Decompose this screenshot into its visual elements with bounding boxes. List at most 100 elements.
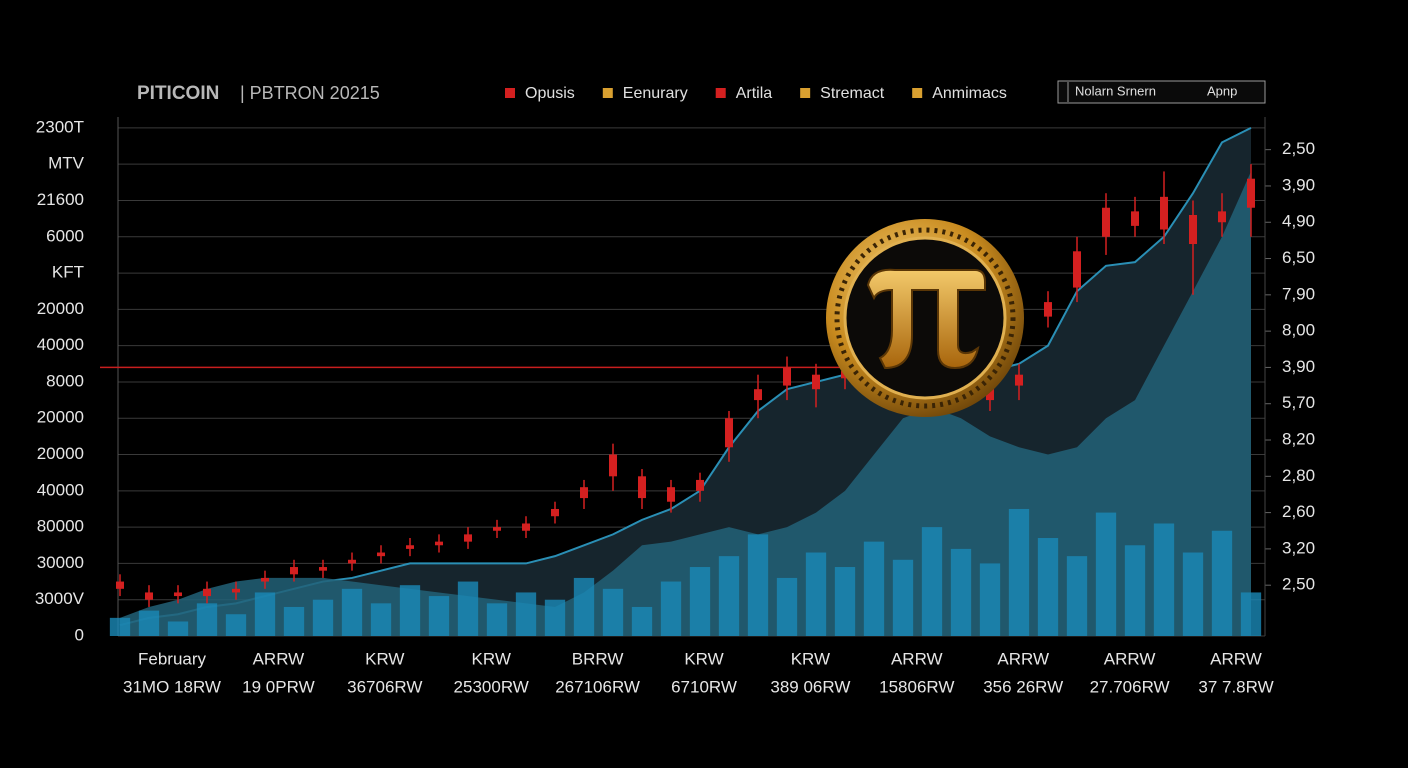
candle-body <box>986 389 994 401</box>
x-sublabel: 19 0PRW <box>242 677 314 696</box>
x-tick-label: ARRW <box>891 649 943 668</box>
y-tick-label: KFT <box>52 263 84 282</box>
y2-tick-label: 7,90 <box>1282 284 1315 303</box>
y-tick-label: 20000 <box>37 444 84 463</box>
legend-swatch <box>505 88 515 98</box>
candle-body <box>638 476 646 499</box>
volume-bar <box>399 585 421 636</box>
volume-bar <box>1008 508 1030 636</box>
y-tick-label: 30000 <box>37 553 84 572</box>
x-tick-label: KRW <box>684 649 723 668</box>
candle-body <box>261 577 269 582</box>
y-tick-label: 0 <box>75 625 84 644</box>
candle-body <box>348 559 356 564</box>
volume-bar <box>1211 530 1233 636</box>
candle-body <box>1131 211 1139 226</box>
button[interactable]: Nolarn Srnern <box>1075 83 1156 98</box>
x-sublabel: 15806RW <box>879 677 954 696</box>
candle-body <box>319 567 327 571</box>
volume-bar <box>109 617 131 636</box>
x-sublabel: 31MO 18RW <box>123 677 221 696</box>
volume-bar <box>1153 523 1175 636</box>
y2-tick-label: 5,70 <box>1282 393 1315 412</box>
y-tick-label: 3000V <box>35 589 85 608</box>
candle-body <box>1160 196 1168 230</box>
legend-label: Artila <box>736 85 773 102</box>
volume-bar <box>1037 538 1059 636</box>
volume-bar <box>167 621 189 636</box>
volume-bar <box>254 592 276 636</box>
candle-body <box>609 454 617 477</box>
plot: 2300T MTV 21600 6000 KFT 20000 40000 8000 20000 2… <box>35 117 1315 696</box>
volume-bar <box>689 567 711 636</box>
y-tick-label: MTV <box>48 154 85 173</box>
x-tick-label: ARRW <box>997 649 1049 668</box>
y-tick-label: 2300T <box>36 117 84 136</box>
x-tick-label: ARRW <box>1210 649 1262 668</box>
x-sublabel: 37 7.8RW <box>1198 677 1273 696</box>
area <box>120 171 1251 637</box>
volume-bar <box>457 581 479 636</box>
candle-body <box>377 552 385 557</box>
volume-bar <box>1182 552 1204 636</box>
volume-bar <box>892 559 914 636</box>
legend-label: Eenurary <box>623 85 688 102</box>
x-tick-label: KRW <box>791 649 830 668</box>
legend-swatch <box>912 88 923 98</box>
volume-bar <box>950 548 972 636</box>
candle-body <box>174 592 182 597</box>
volume-bar <box>573 577 595 636</box>
legend-swatch <box>602 88 613 98</box>
volume-bar <box>660 581 682 636</box>
volume-bar <box>1095 512 1117 636</box>
candle-body <box>464 534 472 542</box>
y2-tick-label: 4,90 <box>1282 212 1315 231</box>
volume-bar <box>805 552 827 636</box>
volume-bar <box>341 588 363 636</box>
button-group[interactable] <box>1057 80 1266 104</box>
x-tick-label: ARRW <box>1104 649 1156 668</box>
x-sublabel: 356 26RW <box>983 677 1063 696</box>
volume-bar <box>225 614 247 636</box>
candle-body <box>667 487 675 502</box>
volume-bar <box>196 603 218 636</box>
pi-coin <box>826 219 1024 417</box>
volume-bar <box>979 563 1001 636</box>
candle-body <box>725 418 733 448</box>
y2-tick-label: 6,50 <box>1282 248 1315 267</box>
y-tick-label: 40000 <box>37 335 84 354</box>
x-sublabel: 36706RW <box>347 677 422 696</box>
x-sublabel: 389 06RW <box>770 677 850 696</box>
x-tick-label: ARRW <box>253 649 305 668</box>
x-tick-label: KRW <box>472 649 511 668</box>
y-tick-label: 20000 <box>37 408 84 427</box>
chart-subtitle: | PBTRON 20215 <box>240 83 380 103</box>
y2-tick-label: 8,20 <box>1282 429 1315 448</box>
button[interactable]: Apnp <box>1207 83 1237 98</box>
x-sublabel: 27.706RW <box>1090 677 1170 696</box>
candle-body <box>435 541 443 546</box>
candle-body <box>783 367 791 386</box>
candle-body <box>1218 211 1226 223</box>
volume-bar <box>863 541 885 636</box>
candle-body <box>145 592 153 600</box>
volume-bar <box>283 606 305 636</box>
legend-label: Anmimacs <box>932 85 1007 102</box>
y-tick-label: 80000 <box>37 517 84 536</box>
y-tick-label: 20000 <box>37 299 84 318</box>
volume-bar <box>428 596 450 636</box>
candle-body <box>580 487 588 499</box>
x-tick-label: KRW <box>365 649 404 668</box>
legend-label: Stremact <box>820 85 885 102</box>
chart-title: PITICOIN <box>137 83 219 104</box>
y2-tick-label: 3,90 <box>1282 357 1315 376</box>
candle-body <box>522 523 530 531</box>
y-tick-label: 21600 <box>37 190 84 209</box>
volume-bar <box>370 603 392 636</box>
candle-body <box>551 508 559 517</box>
y2-tick-label: 3,90 <box>1282 175 1315 194</box>
candle-body <box>116 581 124 589</box>
y2-tick-label: 2,60 <box>1282 502 1315 521</box>
y2-tick-label: 2,80 <box>1282 466 1315 485</box>
